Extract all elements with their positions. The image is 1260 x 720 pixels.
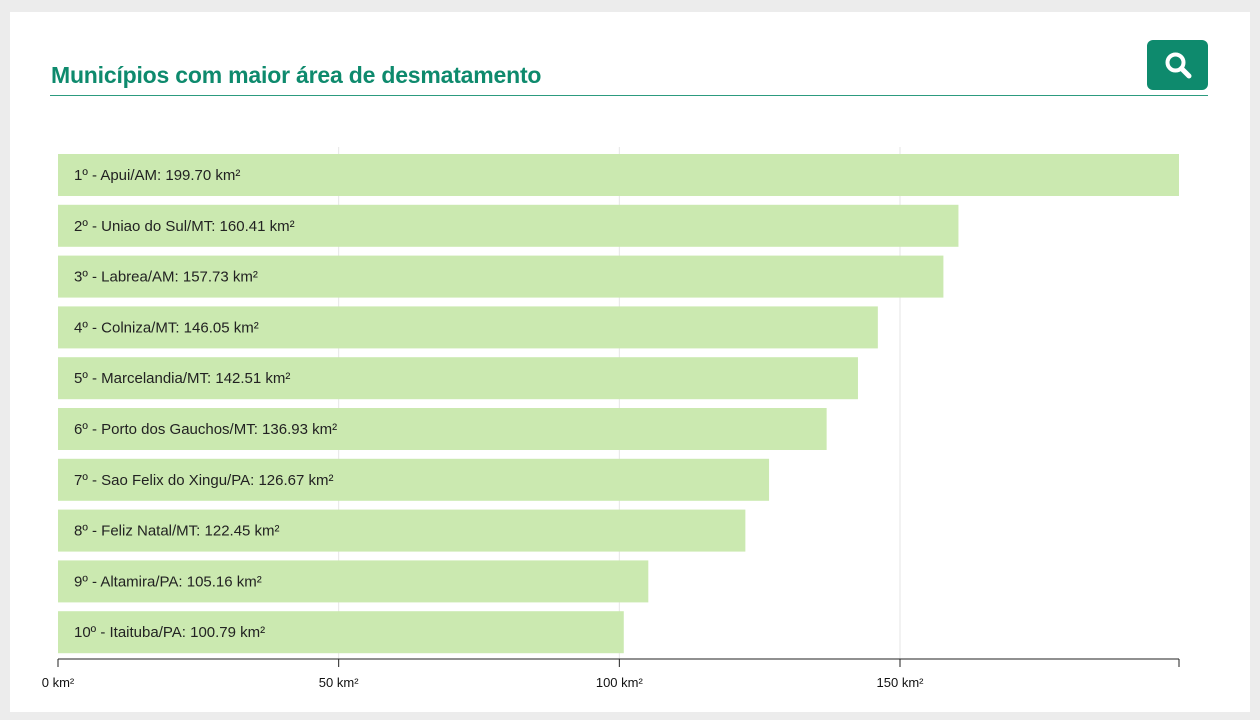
bar-1[interactable] [58,154,1179,196]
bar-label-7: 7º - Sao Felix do Xingu/PA: 126.67 km² [74,472,334,489]
bar-label-1: 1º - Apui/AM: 199.70 km² [74,167,240,184]
bar-label-2: 2º - Uniao do Sul/MT: 160.41 km² [74,218,295,235]
bar-7[interactable] [58,458,770,501]
bar-5[interactable] [58,357,858,400]
chart-card: Municípios com maior área de desmatament… [10,12,1250,712]
search-icon [1165,52,1191,79]
bar-label-8: 8º - Feliz Natal/MT: 122.45 km² [74,523,280,540]
x-tick-label-1: 50 km² [319,675,359,690]
x-tick-label-0: 0 km² [42,675,75,690]
bar-label-5: 5º - Marcelandia/MT: 142.51 km² [74,370,290,387]
bar-4[interactable] [58,306,878,349]
chart-title: Municípios com maior área de desmatament… [51,62,542,88]
bar-label-3: 3º - Labrea/AM: 157.73 km² [74,269,258,286]
x-tick-label-3: 150 km² [877,675,925,690]
bar-label-10: 10º - Itaituba/PA: 100.79 km² [74,624,265,641]
bar-label-9: 9º - Altamira/PA: 105.16 km² [74,573,262,590]
bar-chart: 1º - Apui/AM: 199.70 km² 2º - Uniao do Su… [42,147,1180,690]
bar-6[interactable] [58,408,827,450]
search-button[interactable] [1147,40,1208,90]
bar-label-6: 6º - Porto dos Gauchos/MT: 136.93 km² [74,421,337,438]
bar-3[interactable] [58,255,944,298]
x-axis: 0 km² 50 km² 100 km² 150 km² [42,658,1180,690]
bar-2[interactable] [58,204,959,247]
bars: 1º - Apui/AM: 199.70 km² 2º - Uniao do Su… [58,154,1179,654]
bar-10[interactable] [58,611,624,654]
bar-9[interactable] [58,560,649,603]
title-underline [50,95,1208,96]
bar-label-4: 4º - Colniza/MT: 146.05 km² [74,319,259,336]
bar-8[interactable] [58,509,746,552]
x-tick-label-2: 100 km² [596,675,644,690]
